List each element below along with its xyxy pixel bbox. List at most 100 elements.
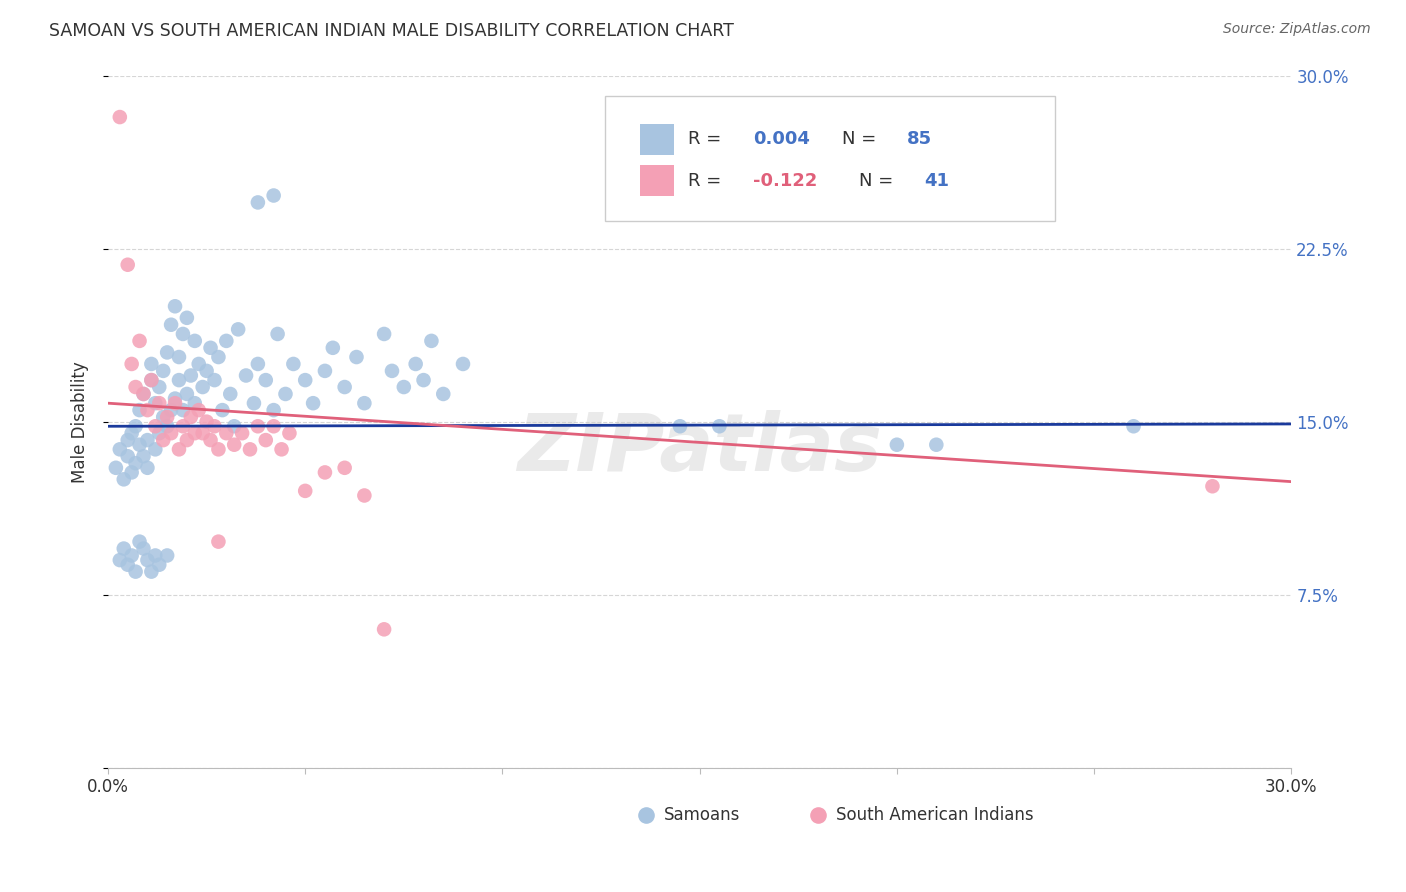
Point <box>270 442 292 457</box>
Point <box>231 426 253 441</box>
Point <box>117 258 139 272</box>
Point <box>148 558 170 572</box>
Point <box>294 373 316 387</box>
Point <box>432 387 454 401</box>
Point <box>353 396 375 410</box>
Point <box>184 396 207 410</box>
Point <box>167 442 190 457</box>
Point <box>274 387 297 401</box>
Point <box>451 357 474 371</box>
Text: -0.122: -0.122 <box>752 172 817 190</box>
Point <box>163 392 186 406</box>
Point <box>215 426 238 441</box>
Point <box>200 341 222 355</box>
Point <box>160 318 183 332</box>
Point <box>235 368 257 383</box>
Point <box>180 368 202 383</box>
Point <box>176 433 198 447</box>
Point <box>108 553 131 567</box>
Point <box>346 350 368 364</box>
Point <box>302 396 325 410</box>
Point <box>420 334 443 348</box>
Point <box>195 364 218 378</box>
Point <box>124 380 146 394</box>
Point <box>176 387 198 401</box>
Point <box>412 373 434 387</box>
Point <box>141 357 163 371</box>
Point <box>224 438 246 452</box>
Point <box>163 396 186 410</box>
Point <box>191 380 214 394</box>
Point <box>1201 479 1223 493</box>
Point <box>112 541 135 556</box>
Text: N =: N = <box>859 172 900 190</box>
Point <box>160 426 183 441</box>
Point <box>219 387 242 401</box>
Point <box>254 373 277 387</box>
Point <box>108 110 131 124</box>
Point <box>263 188 285 202</box>
Point <box>121 466 143 480</box>
Point <box>204 419 226 434</box>
Point <box>128 438 150 452</box>
Point <box>373 623 395 637</box>
Text: 41: 41 <box>925 172 949 190</box>
Point <box>405 357 427 371</box>
Point <box>381 364 404 378</box>
Point <box>148 396 170 410</box>
Text: R =: R = <box>688 172 727 190</box>
Point <box>314 466 336 480</box>
Text: R =: R = <box>688 130 727 148</box>
Point <box>246 357 269 371</box>
Point <box>124 565 146 579</box>
Point <box>669 419 692 434</box>
Point <box>156 419 179 434</box>
Point <box>160 403 183 417</box>
Point <box>187 403 209 417</box>
Point <box>156 549 179 563</box>
Point <box>207 534 229 549</box>
FancyBboxPatch shape <box>605 96 1054 221</box>
Point <box>187 357 209 371</box>
Point <box>128 534 150 549</box>
Text: ZIPatlas: ZIPatlas <box>517 410 882 488</box>
Point <box>167 350 190 364</box>
Point <box>141 373 163 387</box>
Point <box>1122 419 1144 434</box>
Point <box>200 433 222 447</box>
Text: Source: ZipAtlas.com: Source: ZipAtlas.com <box>1223 22 1371 37</box>
Point <box>117 433 139 447</box>
Point <box>141 565 163 579</box>
Point <box>254 433 277 447</box>
Point <box>136 460 159 475</box>
Point <box>143 419 166 434</box>
Point <box>128 403 150 417</box>
Point <box>243 396 266 410</box>
Point <box>373 326 395 341</box>
Point <box>136 433 159 447</box>
Point <box>204 373 226 387</box>
Point <box>207 442 229 457</box>
Point <box>239 442 262 457</box>
Point <box>263 403 285 417</box>
Point <box>132 450 155 464</box>
Point <box>143 396 166 410</box>
Point <box>117 450 139 464</box>
Point <box>211 403 233 417</box>
Point <box>226 322 249 336</box>
Point <box>925 438 948 452</box>
Point <box>117 558 139 572</box>
Point <box>124 419 146 434</box>
Point <box>278 426 301 441</box>
Point <box>333 380 356 394</box>
Y-axis label: Male Disability: Male Disability <box>72 360 89 483</box>
Text: N =: N = <box>842 130 882 148</box>
Text: 85: 85 <box>907 130 932 148</box>
Point <box>263 419 285 434</box>
Point <box>112 472 135 486</box>
Point <box>184 334 207 348</box>
Point <box>136 553 159 567</box>
Point <box>266 326 288 341</box>
Point <box>148 380 170 394</box>
Point <box>246 419 269 434</box>
